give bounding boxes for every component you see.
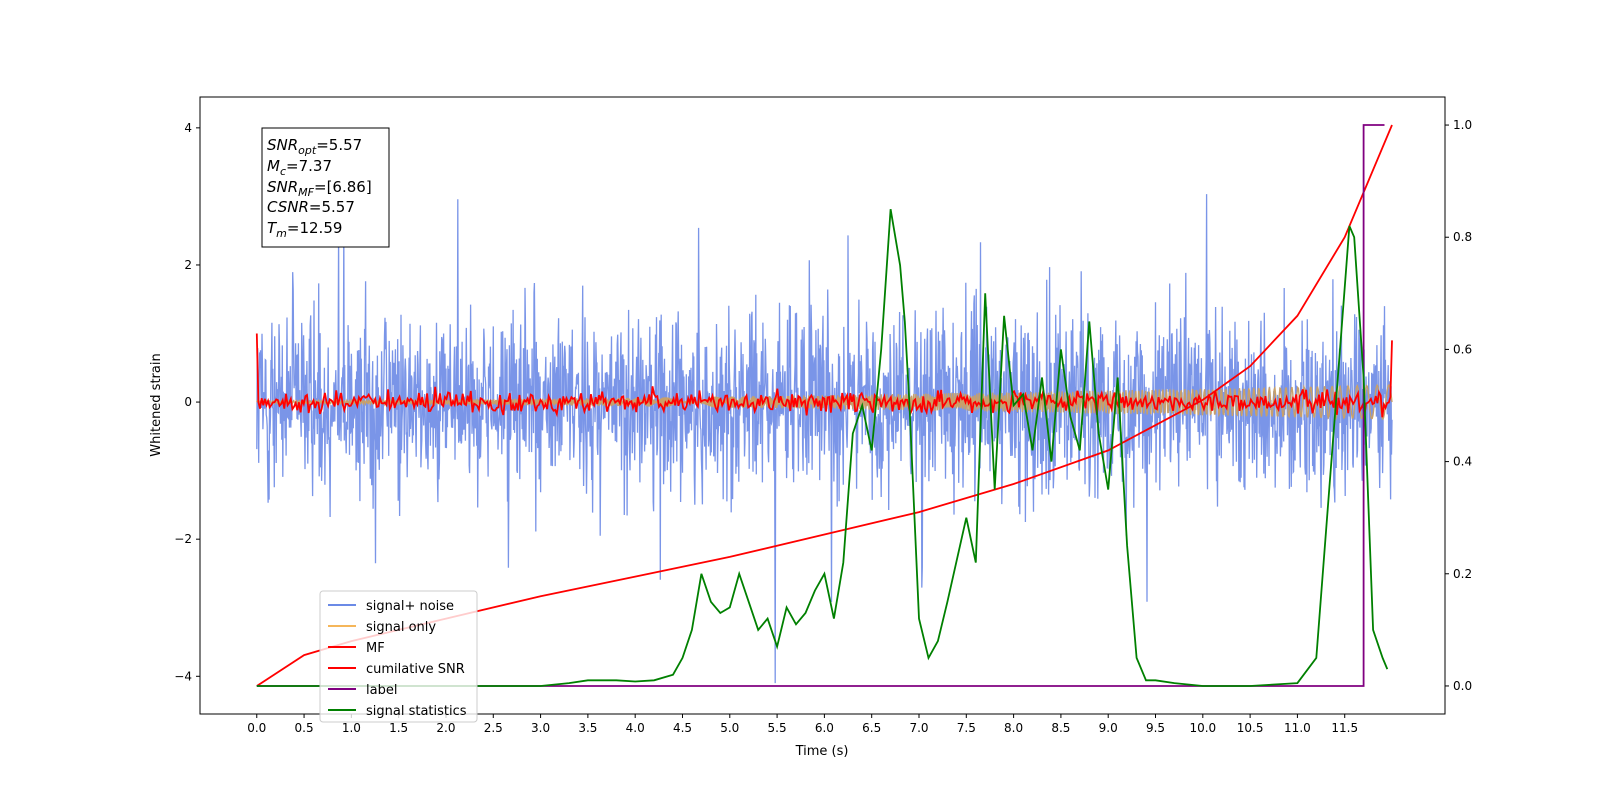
legend-label: signal statistics bbox=[366, 704, 467, 719]
x-tick-label: 3.0 bbox=[531, 721, 550, 735]
svg-text:SNRMF=[6.86]: SNRMF=[6.86] bbox=[267, 178, 372, 199]
y-left-tick-label: 2 bbox=[184, 258, 192, 272]
x-tick-label: 3.5 bbox=[578, 721, 597, 735]
legend-items: signal+ noise signal only MF cumilative SNR… bbox=[328, 599, 467, 719]
series-signal-statistics bbox=[256, 209, 1389, 687]
annotation-mc: =7.37 bbox=[286, 157, 332, 175]
y-axis-left-ticks: 4 2 0 −2 −4 bbox=[174, 121, 200, 683]
x-tick-label: 11.0 bbox=[1284, 721, 1311, 735]
y-left-tick-label: −4 bbox=[174, 669, 192, 683]
legend-frame bbox=[319, 590, 478, 723]
y-right-tick-label: 0.4 bbox=[1453, 455, 1472, 469]
x-tick-label: 9.5 bbox=[1146, 721, 1165, 735]
legend-label: signal only bbox=[366, 620, 436, 635]
y-axis-right-ticks: 0.0 0.2 0.4 0.6 0.8 1.0 bbox=[1445, 118, 1472, 693]
svg-text:Tm=12.59: Tm=12.59 bbox=[267, 219, 342, 240]
y-right-tick-label: 0.6 bbox=[1453, 342, 1472, 356]
x-tick-label: 6.5 bbox=[862, 721, 881, 735]
x-tick-label: 5.5 bbox=[768, 721, 787, 735]
annotation-tm: =12.59 bbox=[287, 219, 343, 237]
x-tick-label: 1.5 bbox=[389, 721, 408, 735]
series-mf bbox=[255, 333, 1393, 418]
x-tick-label: 10.0 bbox=[1189, 721, 1216, 735]
x-tick-label: 2.5 bbox=[484, 721, 503, 735]
y-left-tick-label: 4 bbox=[184, 121, 192, 135]
x-tick-label: 9.0 bbox=[1099, 721, 1118, 735]
series-label bbox=[256, 124, 1385, 687]
x-tick-label: 0.0 bbox=[247, 721, 266, 735]
series-signal-noise bbox=[256, 194, 1393, 684]
plot-frame bbox=[199, 96, 1446, 715]
x-tick-label: 6.0 bbox=[815, 721, 834, 735]
legend: signal+ noise signal only MF cumilative SNR… bbox=[319, 590, 478, 723]
y-right-tick-label: 0.0 bbox=[1453, 679, 1472, 693]
annotation-csnr: =5.57 bbox=[309, 198, 355, 216]
legend-label: MF bbox=[366, 641, 385, 656]
x-axis-ticks: 0.0 0.5 1.0 1.5 2.0 2.5 3.0 3.5 4.0 4.5 5.0 5.5 6.0 6… bbox=[247, 714, 1358, 735]
x-tick-label: 4.0 bbox=[626, 721, 645, 735]
annotation-snr-mf: =[6.86] bbox=[314, 178, 372, 196]
y-axis-label: Whitened strain bbox=[149, 353, 164, 456]
y-right-tick-label: 0.2 bbox=[1453, 567, 1472, 581]
x-tick-label: 5.0 bbox=[720, 721, 739, 735]
x-axis-label: Time (s) bbox=[795, 744, 849, 759]
annotation-box: SNRopt=5.57 Mc=7.37 SNRMF=[6.86] CSNR=5.… bbox=[261, 127, 390, 248]
y-right-tick-label: 0.8 bbox=[1453, 230, 1472, 244]
annotation-snr-opt: =5.57 bbox=[316, 136, 362, 154]
x-tick-label: 1.0 bbox=[342, 721, 361, 735]
x-tick-label: 7.0 bbox=[909, 721, 928, 735]
legend-label: label bbox=[366, 683, 397, 698]
x-tick-label: 2.0 bbox=[436, 721, 455, 735]
x-tick-label: 10.5 bbox=[1237, 721, 1264, 735]
y-right-tick-label: 1.0 bbox=[1453, 118, 1472, 132]
svg-text:CSNR=5.57: CSNR=5.57 bbox=[267, 198, 355, 216]
x-tick-label: 8.0 bbox=[1004, 721, 1023, 735]
svg-text:Mc=7.37: Mc=7.37 bbox=[267, 157, 332, 178]
x-tick-label: 4.5 bbox=[673, 721, 692, 735]
x-tick-label: 7.5 bbox=[957, 721, 976, 735]
svg-text:SNRopt=5.57: SNRopt=5.57 bbox=[267, 136, 362, 157]
y-left-tick-label: −2 bbox=[174, 532, 192, 546]
legend-label: signal+ noise bbox=[366, 599, 454, 614]
x-tick-label: 11.5 bbox=[1331, 721, 1358, 735]
x-tick-label: 8.5 bbox=[1051, 721, 1070, 735]
y-left-tick-label: 0 bbox=[184, 395, 192, 409]
legend-label: cumilative SNR bbox=[366, 662, 465, 677]
x-tick-label: 0.5 bbox=[295, 721, 314, 735]
